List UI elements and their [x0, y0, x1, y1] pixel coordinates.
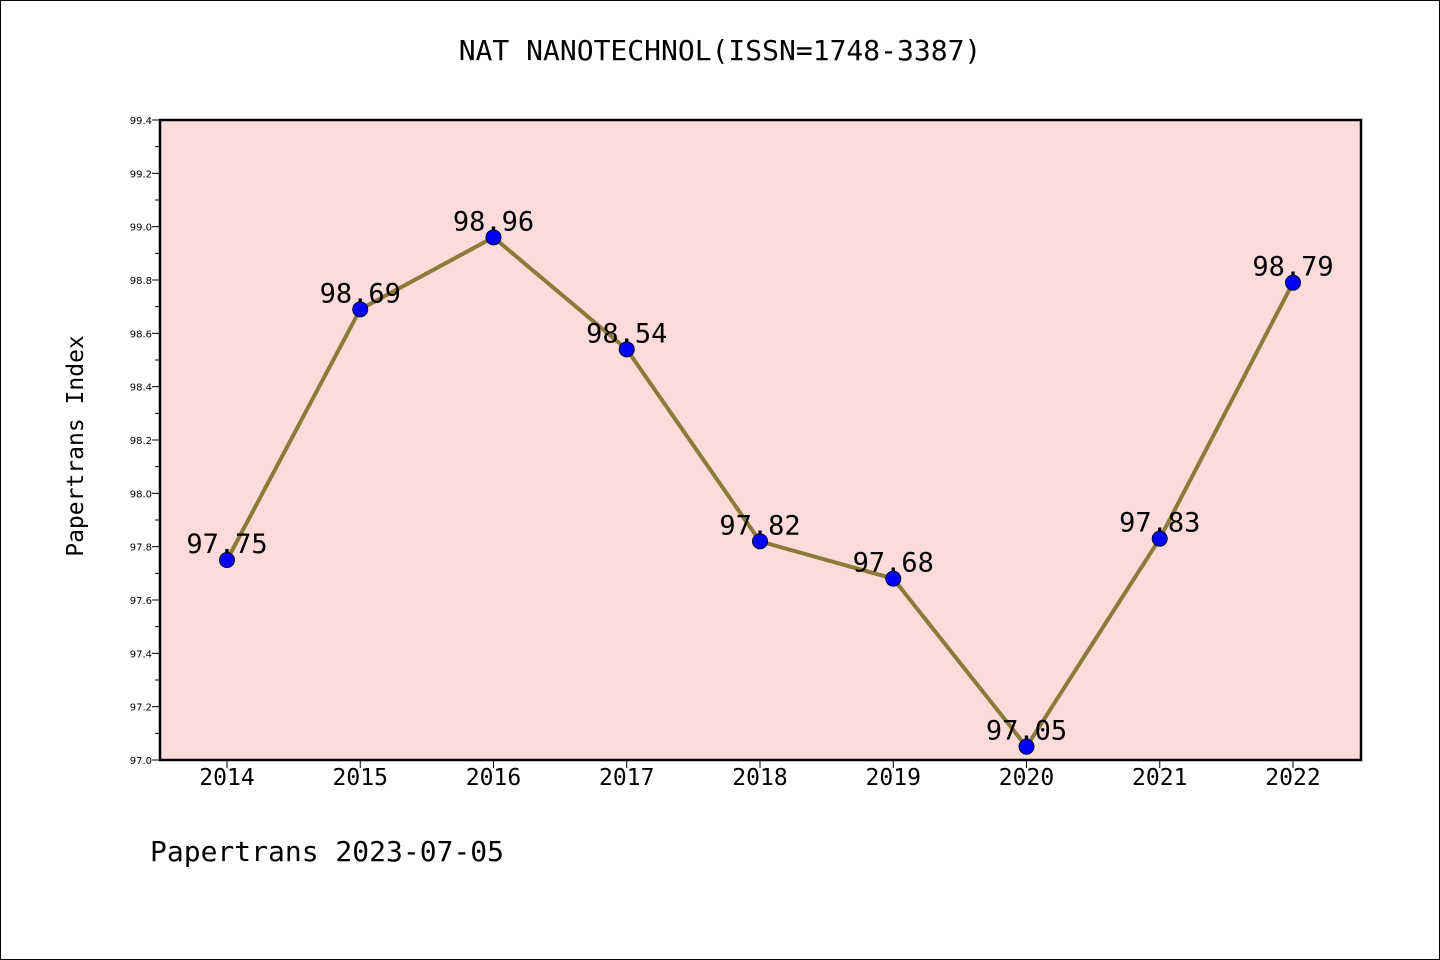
data-point	[352, 301, 369, 318]
y-axis: 97.0 97.2 97.4 97.6 97.8 98.0 98.2 98.4 98.6 98.8…	[130, 116, 160, 767]
y-tick-label: 98.4	[130, 383, 152, 394]
x-axis: 2014 2015 2016 2017 2018 2019 2020 2021 2022	[199, 760, 1321, 791]
data-point	[618, 341, 635, 358]
y-tick-label: 98.0	[130, 489, 152, 500]
data-labels: 97.75 98.69 98.96 98.54 97.82 97.68 97.05 97.83…	[186, 206, 1333, 746]
y-tick-label: 99.0	[130, 223, 152, 234]
data-point	[1285, 274, 1301, 291]
data-label: 97.75	[186, 529, 267, 560]
data-point	[1151, 530, 1168, 547]
data-points	[219, 229, 1301, 755]
data-point	[485, 229, 502, 246]
plot-area	[160, 120, 1361, 760]
x-tick-label: 2022	[1265, 765, 1320, 791]
data-label: 98.69	[320, 278, 401, 309]
data-point	[885, 570, 902, 587]
data-point	[752, 533, 768, 550]
x-tick-label: 2014	[199, 765, 254, 791]
y-tick-label: 97.4	[130, 649, 152, 660]
x-tick-label: 2018	[732, 765, 787, 791]
y-tick-label: 97.0	[130, 756, 152, 767]
data-point	[219, 552, 235, 568]
y-tick-label: 99.2	[130, 169, 152, 180]
x-tick-label: 2016	[466, 765, 521, 791]
data-point	[1018, 738, 1035, 755]
y-tick-label: 98.6	[130, 329, 152, 340]
data-label: 97.05	[986, 716, 1067, 747]
data-label: 97.68	[853, 548, 934, 579]
x-tick-label: 2020	[999, 765, 1054, 791]
y-tick-label: 97.6	[130, 596, 152, 607]
x-tick-label: 2017	[599, 765, 654, 791]
data-label: 98.79	[1252, 252, 1333, 283]
data-label: 98.54	[586, 318, 667, 349]
chart-title: NAT NANOTECHNOL(ISSN=1748-3387)	[458, 34, 982, 67]
x-tick-label: 2019	[866, 765, 921, 791]
y-tick-label: 98.2	[130, 436, 152, 447]
data-label: 97.83	[1119, 508, 1200, 539]
plot-border	[158, 118, 1363, 762]
x-tick-label: 2021	[1132, 765, 1187, 791]
y-tick-label: 99.4	[130, 116, 152, 127]
y-tick-label: 97.8	[130, 543, 152, 554]
footer-caption: Papertrans 2023-07-05	[150, 835, 505, 868]
y-tick-label: 97.2	[130, 703, 152, 714]
x-tick-label: 2015	[333, 765, 388, 791]
data-label: 97.82	[719, 510, 800, 541]
y-tick-label: 98.8	[130, 276, 152, 287]
data-label: 98.96	[453, 206, 534, 237]
